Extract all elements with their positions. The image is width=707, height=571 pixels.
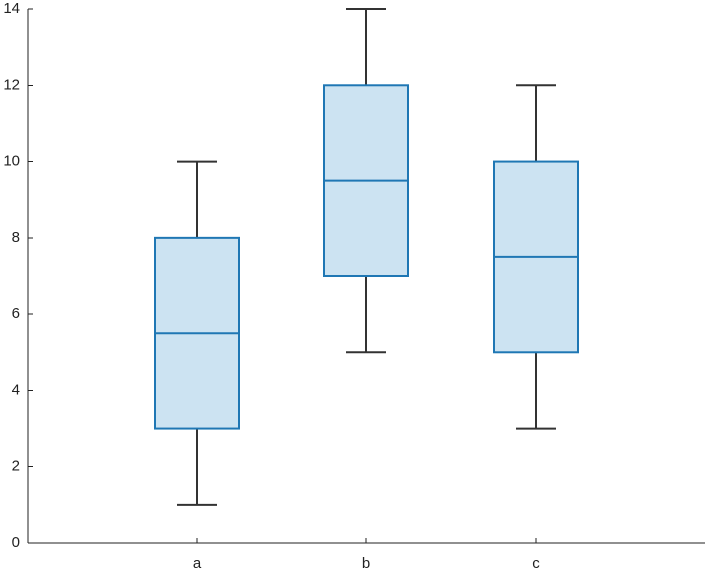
box-c [493,84,579,430]
box-a [154,160,240,506]
y-tick-label: 4 [12,381,20,398]
x-tick-label: c [532,555,540,571]
plot-area [154,8,579,506]
box-b [323,8,409,354]
y-tick-label: 10 [3,153,20,170]
x-axis: a b c [28,538,705,571]
y-tick-label: 6 [12,305,20,322]
y-tick-label: 12 [3,76,20,93]
x-tick-label: b [362,555,370,571]
y-tick-label: 2 [12,458,20,475]
y-tick-label: 0 [12,534,20,551]
y-axis: 0 2 4 6 8 10 12 14 [3,0,33,551]
y-tick-label: 8 [12,229,20,246]
y-tick-label: 14 [3,0,20,17]
x-tick-label: a [193,555,202,571]
